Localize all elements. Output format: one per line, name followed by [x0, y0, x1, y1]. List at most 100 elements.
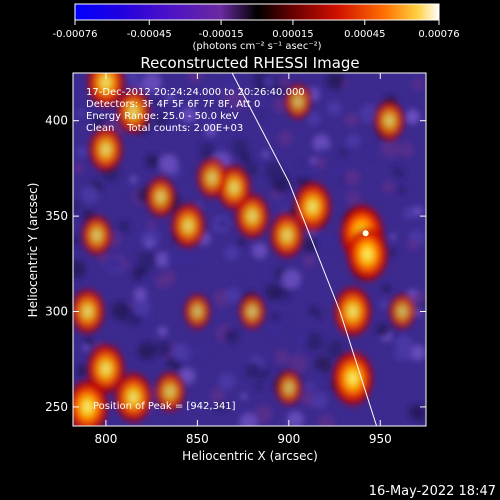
- y-tick-label: 400: [45, 114, 68, 128]
- texture-cell: [330, 163, 346, 180]
- emission-region: [182, 291, 213, 332]
- texture-cell: [271, 314, 279, 322]
- emission-region: [387, 291, 417, 332]
- texture-cell: [379, 298, 391, 310]
- texture-cell: [353, 136, 361, 144]
- texture-cell: [218, 220, 226, 228]
- chart-title: Reconstructed RHESSI Image: [140, 54, 359, 72]
- emission-region: [292, 179, 333, 234]
- texture-cell: [297, 162, 314, 179]
- texture-cell: [389, 285, 396, 292]
- texture-cell: [199, 142, 216, 159]
- plot-frame: [72, 72, 427, 427]
- texture-cell: [286, 411, 304, 426]
- texture-cell: [327, 100, 342, 116]
- texture-cell: [413, 291, 426, 304]
- texture-cell: [240, 393, 248, 400]
- texture-cell: [159, 154, 179, 174]
- emission-region: [332, 284, 374, 339]
- texture-cell: [311, 392, 328, 409]
- texture-cell: [214, 400, 227, 413]
- texture-cell: [309, 157, 317, 165]
- texture-cell: [254, 405, 273, 424]
- emission-region: [283, 82, 313, 122]
- texture-cell: [272, 197, 285, 211]
- texture-cell: [142, 73, 162, 93]
- texture-cell: [155, 274, 170, 289]
- annotation-energy: Energy Range: 25.0 - 50.0 keV: [86, 111, 239, 122]
- texture-cell: [398, 142, 414, 158]
- emission-region: [169, 201, 207, 251]
- texture-cell: [239, 413, 258, 426]
- emission-region: [144, 174, 178, 220]
- y-tick-label: 300: [45, 305, 68, 319]
- texture-cell: [411, 78, 424, 91]
- texture-cell: [224, 328, 240, 345]
- texture-cell: [254, 381, 263, 391]
- texture-cell: [240, 152, 251, 163]
- texture-cell: [124, 73, 141, 84]
- annotation-peak: Position of Peak = [942,341]: [93, 401, 236, 412]
- texture-cell: [81, 185, 100, 204]
- colorbar-tick-label: 0.00045: [344, 29, 385, 40]
- texture-cell: [130, 175, 138, 184]
- texture-cell: [367, 148, 377, 158]
- texture-cell: [313, 368, 322, 377]
- image-annotations: 17-Dec-2012 20:24:24.000 to 20:26:40.000…: [86, 87, 305, 412]
- timestamp: 16-May-2022 18:47: [369, 484, 496, 499]
- texture-cell: [258, 268, 266, 277]
- texture-cell: [76, 364, 88, 377]
- texture-cell: [344, 169, 361, 186]
- emission-region: [87, 124, 125, 174]
- texture-cell: [181, 107, 197, 123]
- texture-cell: [408, 404, 423, 419]
- texture-cell: [382, 180, 395, 194]
- texture-cell: [261, 150, 270, 158]
- texture-cell: [264, 162, 284, 182]
- texture-cell: [393, 342, 413, 362]
- texture-cell: [325, 73, 345, 90]
- emission-regions: [73, 73, 417, 426]
- colorbar-tick-label: 0.00076: [418, 29, 459, 40]
- texture-cell: [144, 238, 155, 248]
- y-tick-label: 350: [45, 209, 68, 223]
- texture-cell: [318, 232, 335, 250]
- texture-cell: [154, 112, 170, 128]
- texture-cell: [265, 320, 281, 336]
- texture-cell: [137, 341, 156, 361]
- x-axis-label: Heliocentric X (arcsec): [182, 449, 318, 463]
- annotation-time: 17-Dec-2012 20:24:24.000 to 20:26:40.000: [86, 87, 305, 98]
- texture-cell: [407, 239, 419, 251]
- texture-cell: [117, 220, 131, 233]
- texture-cell: [227, 90, 247, 110]
- texture-cell: [166, 250, 183, 267]
- texture-cell: [281, 269, 302, 289]
- texture-cell: [157, 326, 168, 337]
- texture-cell: [413, 206, 424, 217]
- y-axis-ticks: 250 300 350 400: [45, 114, 426, 414]
- texture-cell: [302, 254, 316, 268]
- emission-region: [274, 368, 304, 408]
- texture-cell: [180, 247, 198, 265]
- colorbar-tick-label: -0.00076: [53, 29, 98, 40]
- texture-cell: [137, 250, 157, 270]
- texture-cell: [205, 125, 217, 137]
- texture-cell: [395, 168, 406, 180]
- texture-cell: [73, 200, 81, 212]
- emission-region: [372, 98, 406, 143]
- texture-cell: [218, 372, 236, 390]
- texture-cell: [398, 187, 405, 194]
- texture-cell: [240, 405, 250, 415]
- colorbar-units: (photons cm⁻² s⁻¹ asec⁻²): [192, 41, 321, 52]
- texture-cell: [171, 343, 191, 363]
- annotation-detectors: Detectors: 3F 4F 5F 6F 7F 8F, Att 0: [86, 99, 260, 110]
- colorbar-tick-label: 0.00015: [272, 29, 313, 40]
- texture-cell: [153, 99, 161, 107]
- texture-cell: [318, 147, 328, 158]
- texture-cell: [317, 414, 335, 426]
- texture-cell: [154, 340, 172, 357]
- texture-cell: [237, 238, 246, 246]
- emission-region: [73, 286, 107, 337]
- x-axis-ticks: 800 850 900 950: [94, 73, 392, 446]
